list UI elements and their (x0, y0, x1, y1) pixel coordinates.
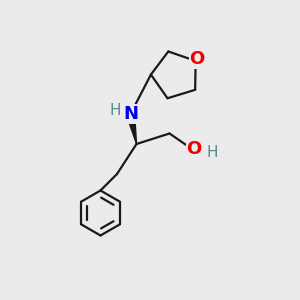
Text: H: H (206, 145, 218, 160)
Polygon shape (126, 113, 136, 144)
Text: H: H (109, 103, 121, 118)
Text: O: O (190, 50, 205, 68)
Text: O: O (187, 140, 202, 158)
Text: N: N (123, 105, 138, 123)
